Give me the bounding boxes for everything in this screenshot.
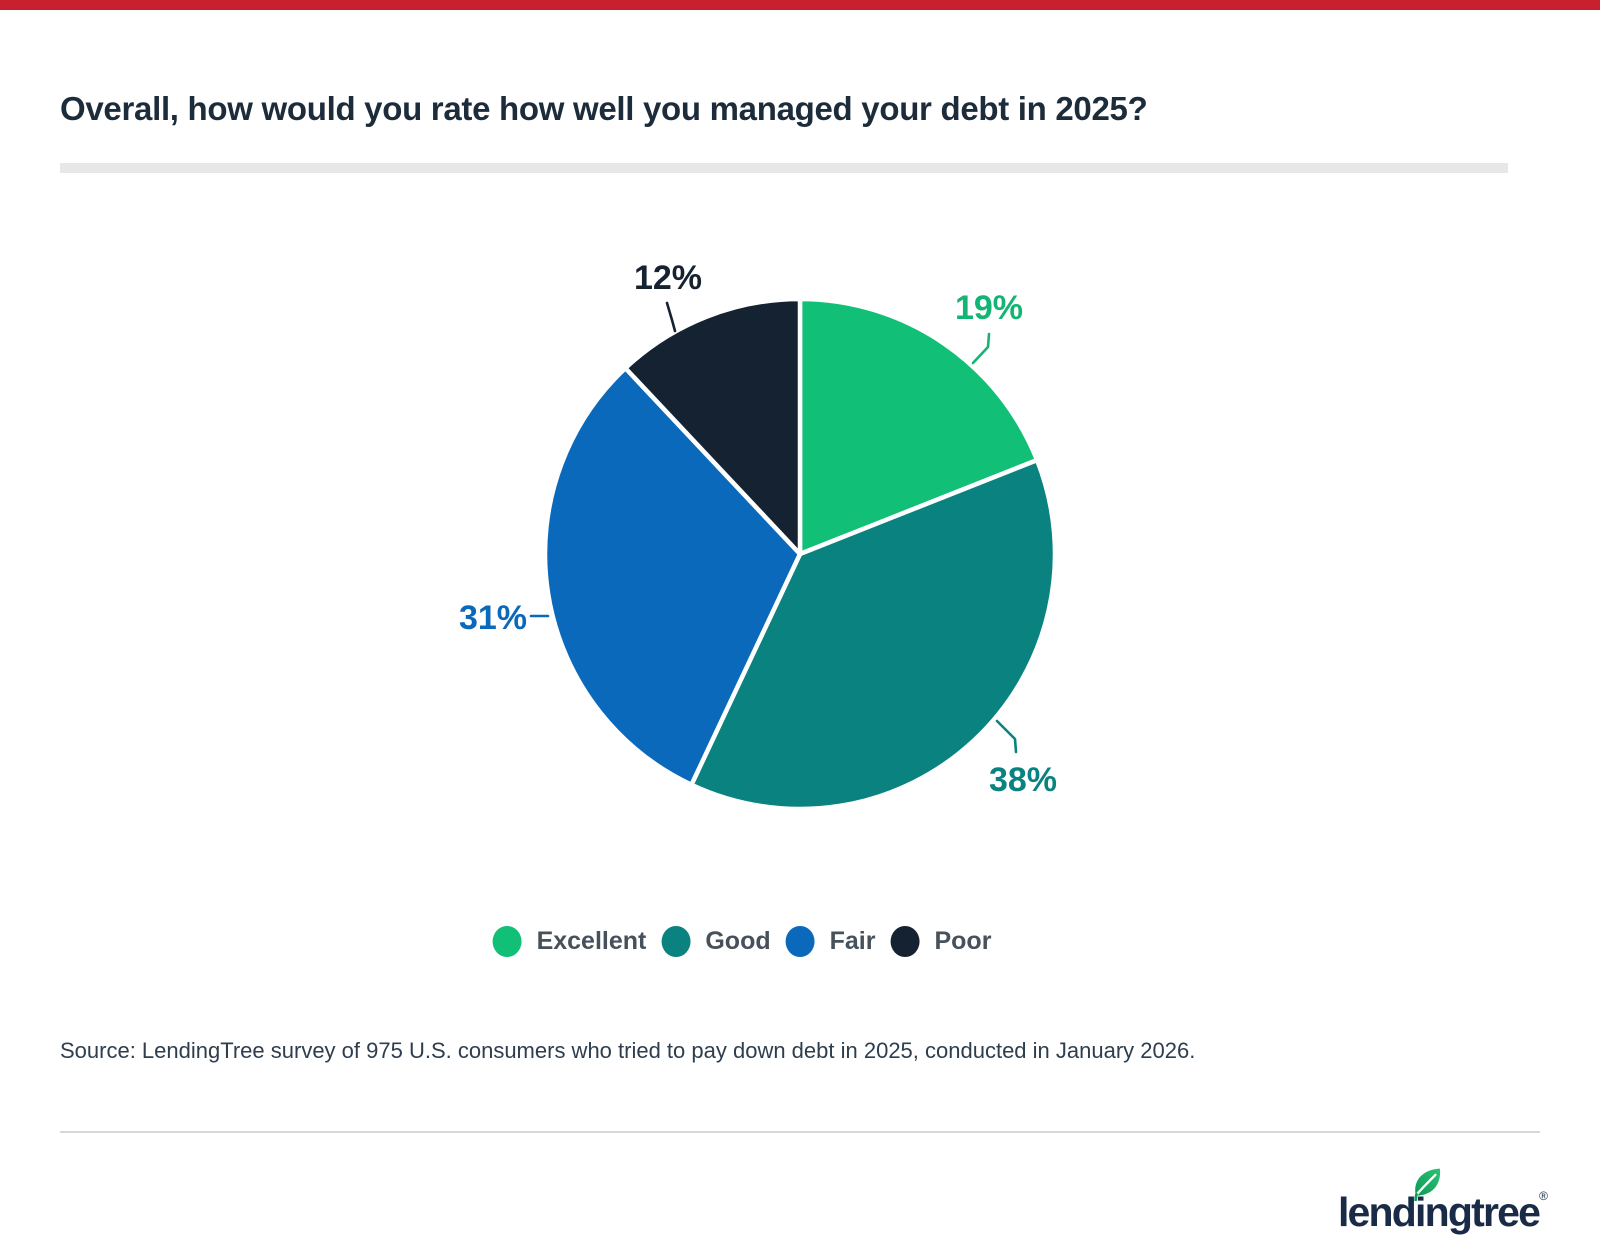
chart-legend: Excellent Good Fair Poor bbox=[492, 926, 991, 957]
leader-line-good bbox=[995, 719, 1018, 754]
leaf-icon bbox=[1414, 1168, 1441, 1201]
legend-label-excellent: Excellent bbox=[536, 927, 647, 955]
legend-item-excellent: Excellent bbox=[492, 926, 647, 957]
pie-slice-excellent bbox=[797, 296, 1040, 557]
chart-title: Overall, how would you rate how well you… bbox=[60, 90, 1148, 127]
legend-swatch-fair bbox=[785, 926, 815, 957]
legend-item-poor: Poor bbox=[890, 926, 991, 957]
legend-swatch-good bbox=[661, 926, 691, 957]
brand-top-bar bbox=[0, 0, 1600, 10]
pie-slices bbox=[542, 296, 1058, 812]
slice-label-excellent: 19% bbox=[954, 289, 1024, 327]
pie-slice-poor bbox=[623, 296, 803, 557]
footer-divider bbox=[60, 1131, 1540, 1133]
legend-label-fair: Fair bbox=[829, 927, 876, 955]
registered-trademark-symbol: ® bbox=[1539, 1189, 1548, 1203]
pie-slice-good bbox=[689, 457, 1058, 812]
leader-line-excellent bbox=[971, 332, 991, 365]
legend-swatch-poor bbox=[890, 926, 920, 957]
lendingtree-logo: lendingtree® bbox=[1337, 1168, 1548, 1240]
slice-label-fair: 31% bbox=[458, 599, 528, 637]
legend-label-poor: Poor bbox=[934, 927, 992, 955]
pie-slice-fair bbox=[542, 365, 803, 787]
legend-item-good: Good bbox=[661, 926, 771, 957]
slice-label-good: 38% bbox=[988, 761, 1058, 799]
title-underline bbox=[60, 163, 1508, 173]
legend-item-fair: Fair bbox=[785, 926, 876, 957]
source-note: Source: LendingTree survey of 975 U.S. c… bbox=[60, 1038, 1196, 1063]
leader-lines bbox=[529, 301, 1018, 754]
legend-label-good: Good bbox=[705, 927, 771, 955]
logo-wordmark: lendingtree® bbox=[1337, 1168, 1548, 1235]
slice-label-poor: 12% bbox=[633, 259, 703, 297]
logo-wordmark-text: lendingtree bbox=[1337, 1189, 1541, 1235]
legend-swatch-excellent bbox=[492, 926, 522, 957]
leader-line-poor bbox=[665, 301, 677, 333]
